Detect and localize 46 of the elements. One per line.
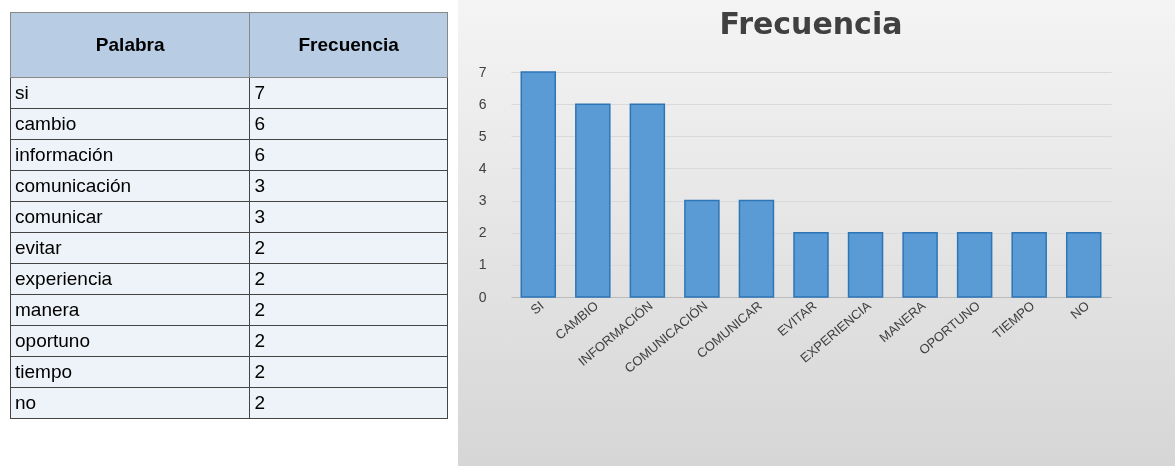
category-label: experiencia [10, 263, 250, 295]
bar [575, 103, 611, 298]
category-label: información [10, 139, 250, 171]
category-label: tiempo [10, 356, 250, 388]
data-label: 2 [249, 263, 448, 295]
bar [956, 231, 993, 298]
bar [684, 199, 720, 298]
data-label: 2 [249, 356, 448, 388]
x-tick-label: NO [1067, 297, 1093, 322]
category-label: cambio [10, 108, 250, 140]
category-label: manera [10, 294, 250, 326]
bar [520, 71, 557, 298]
data-label: 3 [249, 201, 448, 233]
y-tick-label: 3 [478, 192, 487, 209]
category-label: comunicar [10, 201, 250, 233]
x-tick-label: SI [527, 297, 547, 318]
text: Palabra [10, 12, 250, 78]
bar [738, 199, 775, 298]
bar [629, 103, 666, 298]
y-tick-label: 0 [478, 288, 487, 305]
y-tick-label: 1 [478, 256, 487, 273]
data-label: 2 [249, 387, 448, 419]
category-label: comunicación [10, 170, 250, 202]
bar [793, 231, 829, 298]
bar [1065, 231, 1102, 298]
y-tick-label: 2 [478, 224, 487, 241]
data-label: 3 [249, 170, 448, 202]
text: Frecuencia [249, 12, 448, 78]
bar [1011, 231, 1047, 298]
y-tick-label: 6 [478, 95, 487, 112]
y-tick-label: 4 [478, 159, 487, 176]
bar [847, 231, 884, 298]
category-label: oportuno [10, 325, 250, 357]
y-tick-label: 7 [478, 63, 487, 80]
data-label: 2 [249, 232, 448, 264]
data-label: 2 [249, 294, 448, 326]
data-label: 6 [249, 108, 448, 140]
chart-title: Frecuencia [719, 6, 903, 41]
data-label: 2 [249, 325, 448, 357]
category-label: si [10, 77, 250, 109]
y-tick-label: 5 [478, 127, 487, 144]
data-label: 6 [249, 139, 448, 171]
category-label: no [10, 387, 250, 419]
data-label: 7 [249, 77, 448, 109]
bar [902, 231, 938, 298]
category-label: evitar [10, 232, 250, 264]
